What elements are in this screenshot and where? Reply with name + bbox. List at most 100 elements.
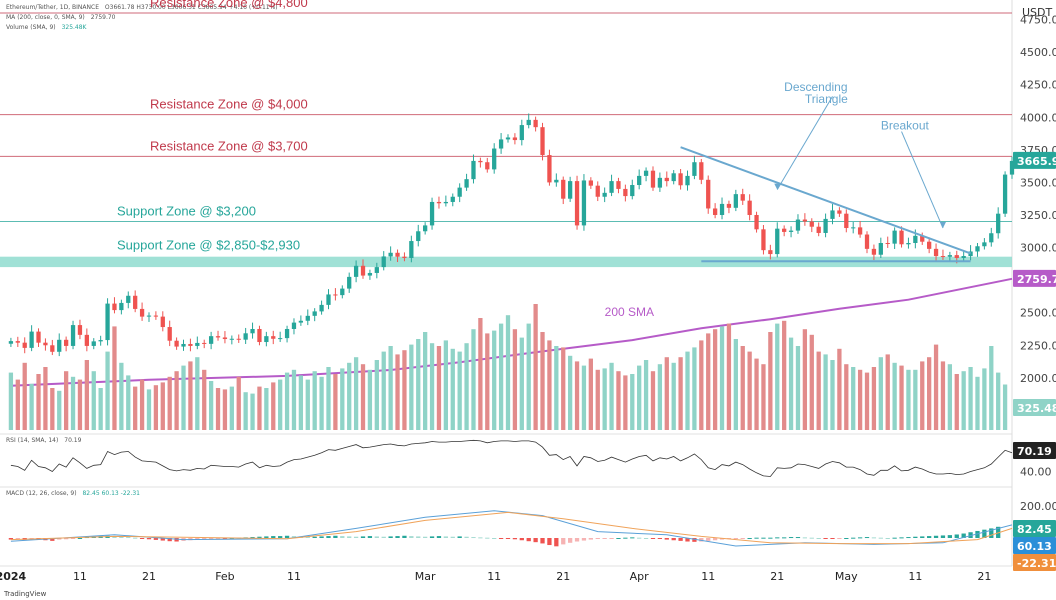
macd-histogram-bar <box>844 538 849 539</box>
macd-histogram-bar <box>664 538 669 540</box>
volume-bar <box>112 326 117 430</box>
candle <box>367 272 373 276</box>
candle <box>726 203 732 208</box>
macd-histogram-bar <box>947 535 953 538</box>
candle <box>802 219 808 222</box>
volume-bar <box>961 371 966 430</box>
macd-histogram-bar <box>119 536 124 538</box>
macd-histogram-bar <box>360 536 366 538</box>
volume-bar <box>326 367 331 430</box>
volume-bar <box>940 361 946 430</box>
candle <box>685 175 690 186</box>
candle <box>271 336 276 339</box>
volume-bar <box>505 315 511 430</box>
candle <box>22 342 27 348</box>
breakout-arrow <box>901 131 944 229</box>
macd-header: MACD (12, 26, close, 9) 82.45 60.13 -22.… <box>6 490 140 497</box>
candle <box>623 188 628 197</box>
volume-bar <box>761 364 766 430</box>
candle <box>754 214 759 230</box>
volume-header-value: 325.48K <box>61 24 87 31</box>
volume-bar <box>906 369 911 430</box>
macd-histogram-bar <box>471 537 476 539</box>
macd-histogram-bar <box>540 538 545 544</box>
volume-bar <box>719 326 725 430</box>
candle <box>284 328 290 339</box>
macd-histogram-bar <box>837 538 842 539</box>
macd-histogram-bar <box>554 538 559 547</box>
macd-histogram-bar <box>775 537 780 539</box>
volume-header: Volume (SMA, 9) 325.48K <box>6 24 87 31</box>
candle <box>195 342 200 346</box>
candle <box>353 265 359 277</box>
macd-histogram-bar <box>878 537 883 539</box>
candle <box>588 180 593 186</box>
rsi-badge-bg <box>1013 442 1056 459</box>
candle <box>540 127 545 156</box>
candle <box>146 315 152 317</box>
volume-bar <box>982 368 987 430</box>
volume-bar <box>920 361 925 430</box>
volume-bar <box>816 351 821 430</box>
price-badge-bg <box>1013 151 1056 169</box>
signal-badge: 60.13 <box>1017 540 1052 553</box>
candle <box>809 221 814 227</box>
price-badge: 3665.9 <box>1017 155 1056 168</box>
volume-bar <box>492 330 497 430</box>
rsi-line <box>10 439 1013 477</box>
volume-bar <box>429 343 435 430</box>
macd-histogram-bar <box>381 536 386 538</box>
hist-badge: -22.31 <box>1017 557 1056 570</box>
candle <box>478 160 483 163</box>
volume-bar <box>15 379 20 430</box>
triangle-arrow <box>776 96 833 190</box>
triangle-upper-line <box>680 146 971 255</box>
macd-histogram-bar <box>864 537 870 539</box>
volume-bar <box>740 346 745 430</box>
time-axis-label: Feb <box>215 570 234 583</box>
volume-bar <box>312 371 317 430</box>
volume-bar <box>726 323 732 430</box>
volume-bar <box>913 369 918 430</box>
time-axis-label: 11 <box>487 570 501 583</box>
candle <box>498 139 504 149</box>
macd-histogram-bar <box>139 538 145 539</box>
volume-bar <box>809 334 814 430</box>
candle <box>139 308 145 317</box>
candle <box>333 294 338 296</box>
candle <box>374 267 379 273</box>
time-axis-label: 2024 <box>0 570 27 583</box>
signal-badge-bg <box>1013 537 1056 554</box>
volume-bar <box>768 332 773 430</box>
candle <box>581 180 587 226</box>
macd-histogram-bar <box>291 536 297 538</box>
volume-bar <box>823 354 828 430</box>
macd-histogram-bar <box>892 537 897 539</box>
volume-bar <box>340 368 345 430</box>
symbol-name: Ethereum/Tether, 1D, BINANCE <box>6 4 99 11</box>
candle <box>637 175 642 186</box>
macd-histogram-bar <box>630 537 635 539</box>
candle <box>264 336 269 343</box>
candle <box>733 194 738 208</box>
candle <box>423 225 428 232</box>
candle <box>761 229 766 251</box>
macd-histogram-bar <box>250 537 255 539</box>
macd-histogram-bar <box>208 538 214 539</box>
rsi-badge: 70.19 <box>1017 445 1052 458</box>
volume-bar <box>236 376 241 430</box>
macd-histogram-bar <box>623 537 628 539</box>
volume-bar <box>181 365 186 430</box>
volume-bar <box>436 346 442 430</box>
macd-histogram-bar <box>961 533 966 538</box>
macd-histogram-bar <box>588 538 593 540</box>
time-axis-label: 11 <box>701 570 715 583</box>
macd-histogram-bar <box>8 538 14 540</box>
volume-bar <box>975 376 980 430</box>
candle <box>982 242 987 247</box>
volume-bar <box>851 367 856 430</box>
macd-histogram-bar <box>954 534 959 538</box>
breakout-label: Breakout <box>881 119 930 133</box>
volume-bar <box>623 375 628 430</box>
volume-bar <box>857 369 863 430</box>
